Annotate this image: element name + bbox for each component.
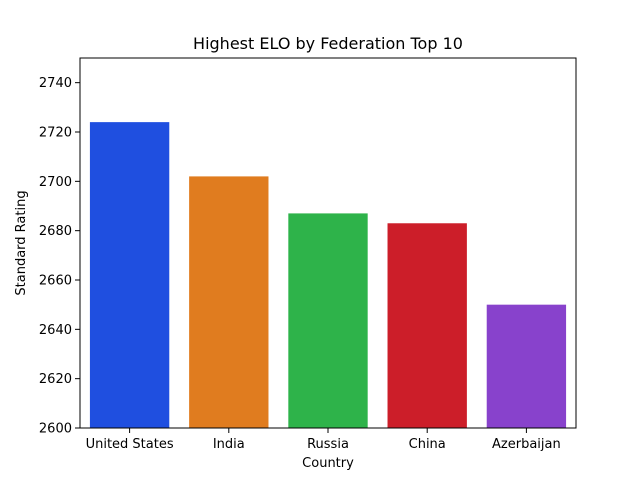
y-tick-label: 2680 (39, 224, 72, 239)
y-tick-label: 2700 (39, 175, 72, 190)
y-tick-label: 2740 (39, 76, 72, 91)
y-tick-label: 2600 (39, 422, 72, 437)
x-tick-label: Azerbaijan (492, 437, 561, 452)
y-tick-label: 2660 (39, 274, 72, 289)
bar-india (189, 176, 269, 428)
y-tick-label: 2720 (39, 126, 72, 141)
chart-title: Highest ELO by Federation Top 10 (193, 34, 463, 53)
y-tick-label: 2620 (39, 372, 72, 387)
y-axis: 2600 2620 2640 2660 2680 2700 2720 2740 (39, 76, 80, 437)
bar-china (387, 223, 467, 428)
y-axis-label: Standard Rating (14, 190, 29, 295)
bar-russia (288, 213, 368, 428)
x-tick-label: United States (86, 437, 174, 452)
x-tick-label: Russia (307, 437, 349, 452)
bars-group (89, 122, 567, 428)
x-tick-label: China (409, 437, 446, 452)
bar-azerbaijan (486, 304, 567, 428)
bar-united-states (89, 122, 170, 428)
y-tick-label: 2640 (39, 323, 72, 338)
x-axis-label: Country (302, 456, 354, 471)
x-axis: United States India Russia China Azerbaijan (86, 428, 561, 452)
x-tick-label: India (213, 437, 245, 452)
